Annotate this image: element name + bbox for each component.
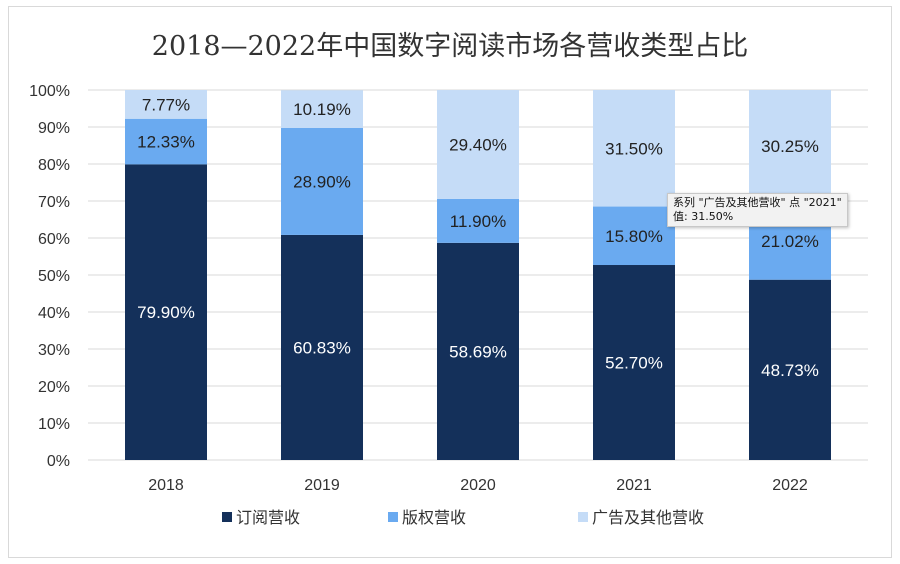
bar-segment: [125, 90, 207, 119]
x-tick-label: 2019: [304, 477, 340, 494]
legend-swatch: [388, 512, 398, 522]
y-tick-label: 40%: [38, 305, 70, 322]
bar-segment: [281, 90, 363, 128]
bar-segment: [125, 118, 207, 165]
bar-segment: [125, 164, 207, 460]
chart-border: [8, 6, 892, 558]
data-label: 10.19%: [293, 100, 351, 119]
data-label: 31.50%: [605, 139, 663, 158]
data-label: 15.80%: [605, 227, 663, 246]
bar-segment: [593, 206, 675, 266]
data-label: 12.33%: [137, 133, 195, 152]
tooltip-value: 值: 31.50%: [673, 210, 734, 223]
y-tick-label: 50%: [38, 268, 70, 285]
data-label: 79.90%: [137, 303, 195, 322]
bar-segment: [437, 198, 519, 243]
tooltip-series: 系列 "广告及其他营收" 点 "2021": [673, 196, 842, 209]
legend-label: 版权营收: [402, 508, 466, 527]
bar-segment: [593, 90, 675, 207]
y-tick-label: 20%: [38, 379, 70, 396]
data-label: 48.73%: [761, 361, 819, 380]
y-tick-label: 10%: [38, 416, 70, 433]
legend-swatch: [222, 512, 232, 522]
x-tick-label: 2022: [772, 477, 808, 494]
y-tick-label: 70%: [38, 194, 70, 211]
y-tick-label: 80%: [38, 157, 70, 174]
bar-segment: [437, 90, 519, 199]
y-tick-label: 30%: [38, 342, 70, 359]
legend-swatch: [578, 512, 588, 522]
y-tick-label: 90%: [38, 120, 70, 137]
bar-segment: [437, 242, 519, 460]
bar-segment: [749, 90, 831, 202]
legend-label: 订阅营收: [236, 508, 300, 527]
bar-segment: [593, 265, 675, 460]
bar-segment: [749, 279, 831, 460]
bar-segment: [281, 234, 363, 460]
x-tick-label: 2020: [460, 477, 496, 494]
y-tick-label: 0%: [47, 453, 70, 470]
data-label: 30.25%: [761, 137, 819, 156]
data-label: 52.70%: [605, 354, 663, 373]
data-label: 7.77%: [142, 95, 190, 114]
legend-label: 广告及其他营收: [592, 508, 704, 527]
data-label: 29.40%: [449, 135, 507, 154]
tooltip: 系列 "广告及其他营收" 点 "2021" 值: 31.50%: [667, 193, 848, 227]
y-tick-label: 60%: [38, 231, 70, 248]
x-tick-label: 2018: [148, 477, 184, 494]
bar-segment: [281, 127, 363, 235]
data-label: 58.69%: [449, 342, 507, 361]
y-tick-label: 100%: [29, 83, 70, 100]
x-tick-label: 2021: [616, 477, 652, 494]
chart-title: 2018—2022年中国数字阅读市场各营收类型占比: [151, 31, 749, 62]
data-label: 21.02%: [761, 232, 819, 251]
data-label: 28.90%: [293, 172, 351, 191]
data-label: 11.90%: [450, 212, 506, 231]
data-label: 60.83%: [293, 338, 351, 357]
